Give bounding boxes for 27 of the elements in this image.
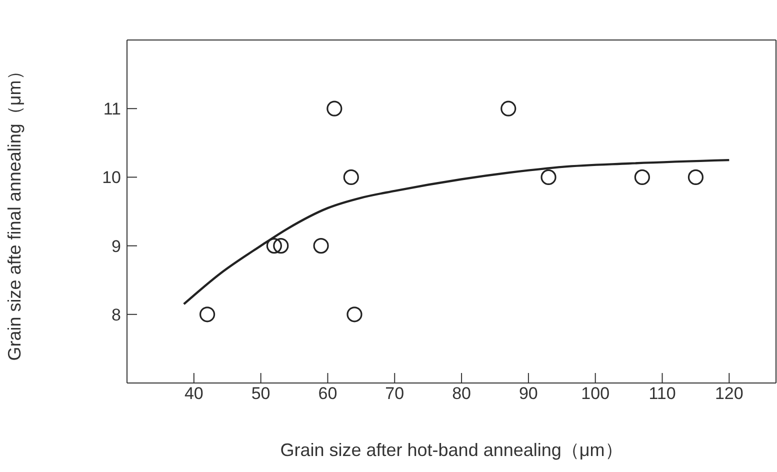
x-tick-label: 90 xyxy=(518,384,538,404)
point xyxy=(199,306,216,322)
point xyxy=(500,100,516,116)
point xyxy=(266,238,282,254)
x-tick-label: 110 xyxy=(648,384,676,404)
y-tick-label: 10 xyxy=(102,168,121,188)
y-tick-label: 8 xyxy=(112,305,121,324)
x-tick-label: 100 xyxy=(581,384,610,404)
point xyxy=(634,169,650,185)
x-tick-label: 70 xyxy=(385,384,404,404)
point xyxy=(688,169,704,185)
x-tick-label: 40 xyxy=(184,384,204,404)
x-tick-label: 60 xyxy=(318,384,338,404)
y-tick-label: 9 xyxy=(112,236,121,256)
y-axis-title: Grain size afte final annealing（μm） xyxy=(4,62,24,361)
x-axis-title: Grain size after hot-band annealing（μm） xyxy=(280,440,623,460)
point xyxy=(313,238,329,254)
point xyxy=(273,238,289,254)
line-series xyxy=(182,158,730,306)
x-tick-label: 120 xyxy=(714,384,744,404)
x-tick-label: 50 xyxy=(251,384,270,404)
point xyxy=(326,100,342,116)
point xyxy=(540,169,556,185)
y-tick-label: 11 xyxy=(103,100,121,119)
x-tick-label: 80 xyxy=(452,384,471,404)
point xyxy=(343,169,359,185)
point xyxy=(346,306,362,322)
